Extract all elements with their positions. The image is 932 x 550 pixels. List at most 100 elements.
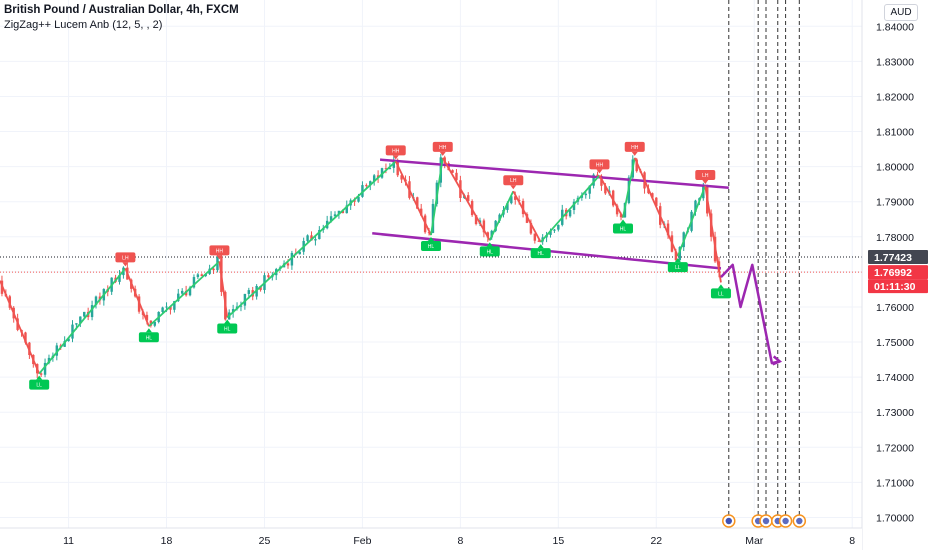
candle-body[interactable]: [310, 235, 313, 241]
candle-body[interactable]: [467, 195, 470, 202]
candle-body[interactable]: [329, 216, 333, 221]
candle-body[interactable]: [365, 185, 368, 187]
event-icon[interactable]: [759, 514, 773, 528]
candle-body[interactable]: [341, 210, 345, 214]
candle-body[interactable]: [510, 196, 513, 204]
candle-body[interactable]: [345, 205, 348, 214]
candle-body[interactable]: [267, 275, 270, 278]
candle-body[interactable]: [596, 174, 599, 176]
candle-body[interactable]: [474, 215, 478, 225]
candle-body[interactable]: [388, 167, 392, 170]
candle-body[interactable]: [651, 193, 654, 198]
candle-body[interactable]: [196, 274, 200, 278]
candle-body[interactable]: [192, 277, 196, 288]
candle-body[interactable]: [24, 332, 27, 343]
candle-body[interactable]: [372, 175, 376, 182]
candle-body[interactable]: [514, 196, 517, 200]
candle-body[interactable]: [568, 210, 572, 217]
candle-body[interactable]: [63, 341, 66, 347]
candle-body[interactable]: [118, 275, 121, 282]
candle-body[interactable]: [635, 159, 638, 172]
candle-body[interactable]: [455, 172, 458, 181]
candle-body[interactable]: [39, 373, 43, 375]
candle-body[interactable]: [259, 286, 262, 290]
candle-body[interactable]: [572, 201, 576, 211]
candle-body[interactable]: [169, 306, 172, 310]
candle-body[interactable]: [286, 263, 290, 266]
candle-body[interactable]: [145, 314, 149, 321]
candle-body[interactable]: [400, 175, 403, 180]
channel-line[interactable]: [379, 158, 729, 189]
candle-body[interactable]: [231, 309, 235, 313]
candle-body[interactable]: [604, 185, 607, 194]
candle-body[interactable]: [55, 345, 59, 356]
candle-body[interactable]: [369, 181, 372, 186]
candle-body[interactable]: [494, 220, 497, 231]
candle-body[interactable]: [384, 168, 388, 170]
indicator-label[interactable]: ZigZag++ Lucem Anb (12, 5, , 2): [4, 19, 163, 31]
candle-body[interactable]: [243, 293, 247, 306]
candle-body[interactable]: [611, 190, 615, 206]
candle-body[interactable]: [451, 170, 454, 173]
candle-body[interactable]: [666, 223, 670, 236]
candle-body[interactable]: [43, 362, 47, 375]
candle-body[interactable]: [553, 229, 556, 231]
candle-body[interactable]: [357, 196, 360, 202]
symbol-title[interactable]: British Pound / Australian Dollar, 4h, F…: [4, 4, 239, 16]
candle-body[interactable]: [165, 306, 168, 308]
candle-body[interactable]: [83, 311, 86, 317]
candle-body[interactable]: [177, 293, 180, 302]
candle-body[interactable]: [549, 230, 552, 235]
candle-body[interactable]: [212, 268, 215, 271]
event-icon[interactable]: [778, 514, 793, 528]
candle-body[interactable]: [529, 222, 533, 234]
candle-body[interactable]: [306, 235, 309, 241]
candle-body[interactable]: [419, 208, 423, 216]
candle-body[interactable]: [588, 185, 591, 194]
candle-body[interactable]: [506, 203, 509, 210]
candle-body[interactable]: [557, 224, 560, 230]
candle-body[interactable]: [600, 175, 603, 186]
candle-body[interactable]: [674, 251, 678, 261]
projection-path[interactable]: [720, 263, 783, 366]
candle-body[interactable]: [333, 214, 337, 217]
candles[interactable]: [0, 153, 721, 379]
candle-body[interactable]: [482, 220, 486, 233]
candle-body[interactable]: [173, 301, 176, 310]
candle-body[interactable]: [239, 305, 243, 307]
candle-body[interactable]: [584, 193, 587, 196]
candle-body[interactable]: [498, 214, 501, 221]
candle-body[interactable]: [361, 185, 364, 197]
candle-body[interactable]: [247, 290, 251, 294]
candle-body[interactable]: [94, 296, 98, 306]
event-icons[interactable]: [722, 514, 807, 528]
currency-button[interactable]: AUD: [884, 4, 918, 21]
candle-body[interactable]: [337, 210, 341, 215]
candle-body[interactable]: [318, 229, 321, 240]
candle-body[interactable]: [533, 233, 537, 241]
candle-body[interactable]: [416, 197, 419, 209]
candle-body[interactable]: [161, 307, 164, 312]
time-axis[interactable]: [0, 528, 862, 550]
candle-body[interactable]: [615, 205, 619, 215]
candle-body[interactable]: [678, 247, 682, 261]
candle-body[interactable]: [79, 316, 82, 324]
candle-body[interactable]: [537, 240, 540, 242]
projection-line[interactable]: [720, 263, 780, 365]
candle-body[interactable]: [314, 239, 317, 241]
candle-body[interactable]: [75, 323, 78, 325]
candle-body[interactable]: [298, 251, 301, 255]
candle-body[interactable]: [290, 252, 294, 266]
candle-body[interactable]: [188, 287, 192, 296]
candle-body[interactable]: [149, 320, 153, 326]
candle-body[interactable]: [486, 232, 490, 238]
candle-body[interactable]: [180, 290, 184, 294]
candle-body[interactable]: [694, 200, 697, 212]
candle-body[interactable]: [592, 174, 595, 186]
event-icon[interactable]: [722, 514, 736, 528]
candle-body[interactable]: [396, 160, 399, 176]
candle-body[interactable]: [200, 274, 204, 277]
candle-body[interactable]: [153, 321, 156, 326]
